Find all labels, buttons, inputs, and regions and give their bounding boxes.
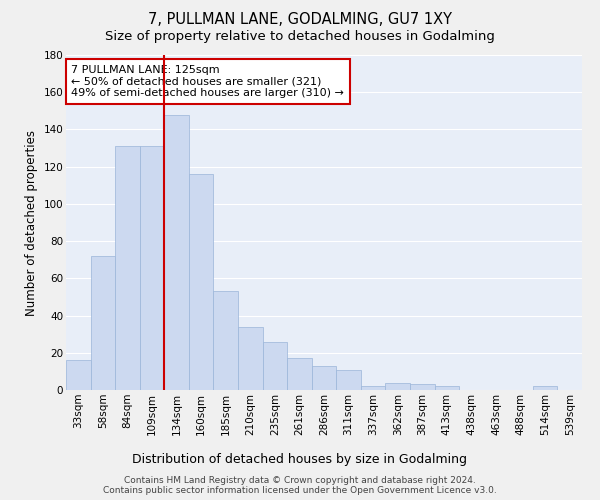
Bar bbox=[164, 114, 189, 390]
Bar bbox=[336, 370, 361, 390]
Bar bbox=[533, 386, 557, 390]
Bar bbox=[312, 366, 336, 390]
Bar bbox=[238, 326, 263, 390]
Bar bbox=[385, 382, 410, 390]
Bar bbox=[263, 342, 287, 390]
Bar bbox=[287, 358, 312, 390]
Bar bbox=[91, 256, 115, 390]
Text: Size of property relative to detached houses in Godalming: Size of property relative to detached ho… bbox=[105, 30, 495, 43]
Bar bbox=[115, 146, 140, 390]
Text: Contains HM Land Registry data © Crown copyright and database right 2024.
Contai: Contains HM Land Registry data © Crown c… bbox=[103, 476, 497, 495]
Bar bbox=[434, 386, 459, 390]
Bar bbox=[189, 174, 214, 390]
Bar bbox=[214, 292, 238, 390]
Y-axis label: Number of detached properties: Number of detached properties bbox=[25, 130, 38, 316]
Bar bbox=[66, 360, 91, 390]
Bar bbox=[361, 386, 385, 390]
Text: Distribution of detached houses by size in Godalming: Distribution of detached houses by size … bbox=[133, 452, 467, 466]
Bar bbox=[140, 146, 164, 390]
Bar bbox=[410, 384, 434, 390]
Text: 7, PULLMAN LANE, GODALMING, GU7 1XY: 7, PULLMAN LANE, GODALMING, GU7 1XY bbox=[148, 12, 452, 28]
Text: 7 PULLMAN LANE: 125sqm
← 50% of detached houses are smaller (321)
49% of semi-de: 7 PULLMAN LANE: 125sqm ← 50% of detached… bbox=[71, 65, 344, 98]
